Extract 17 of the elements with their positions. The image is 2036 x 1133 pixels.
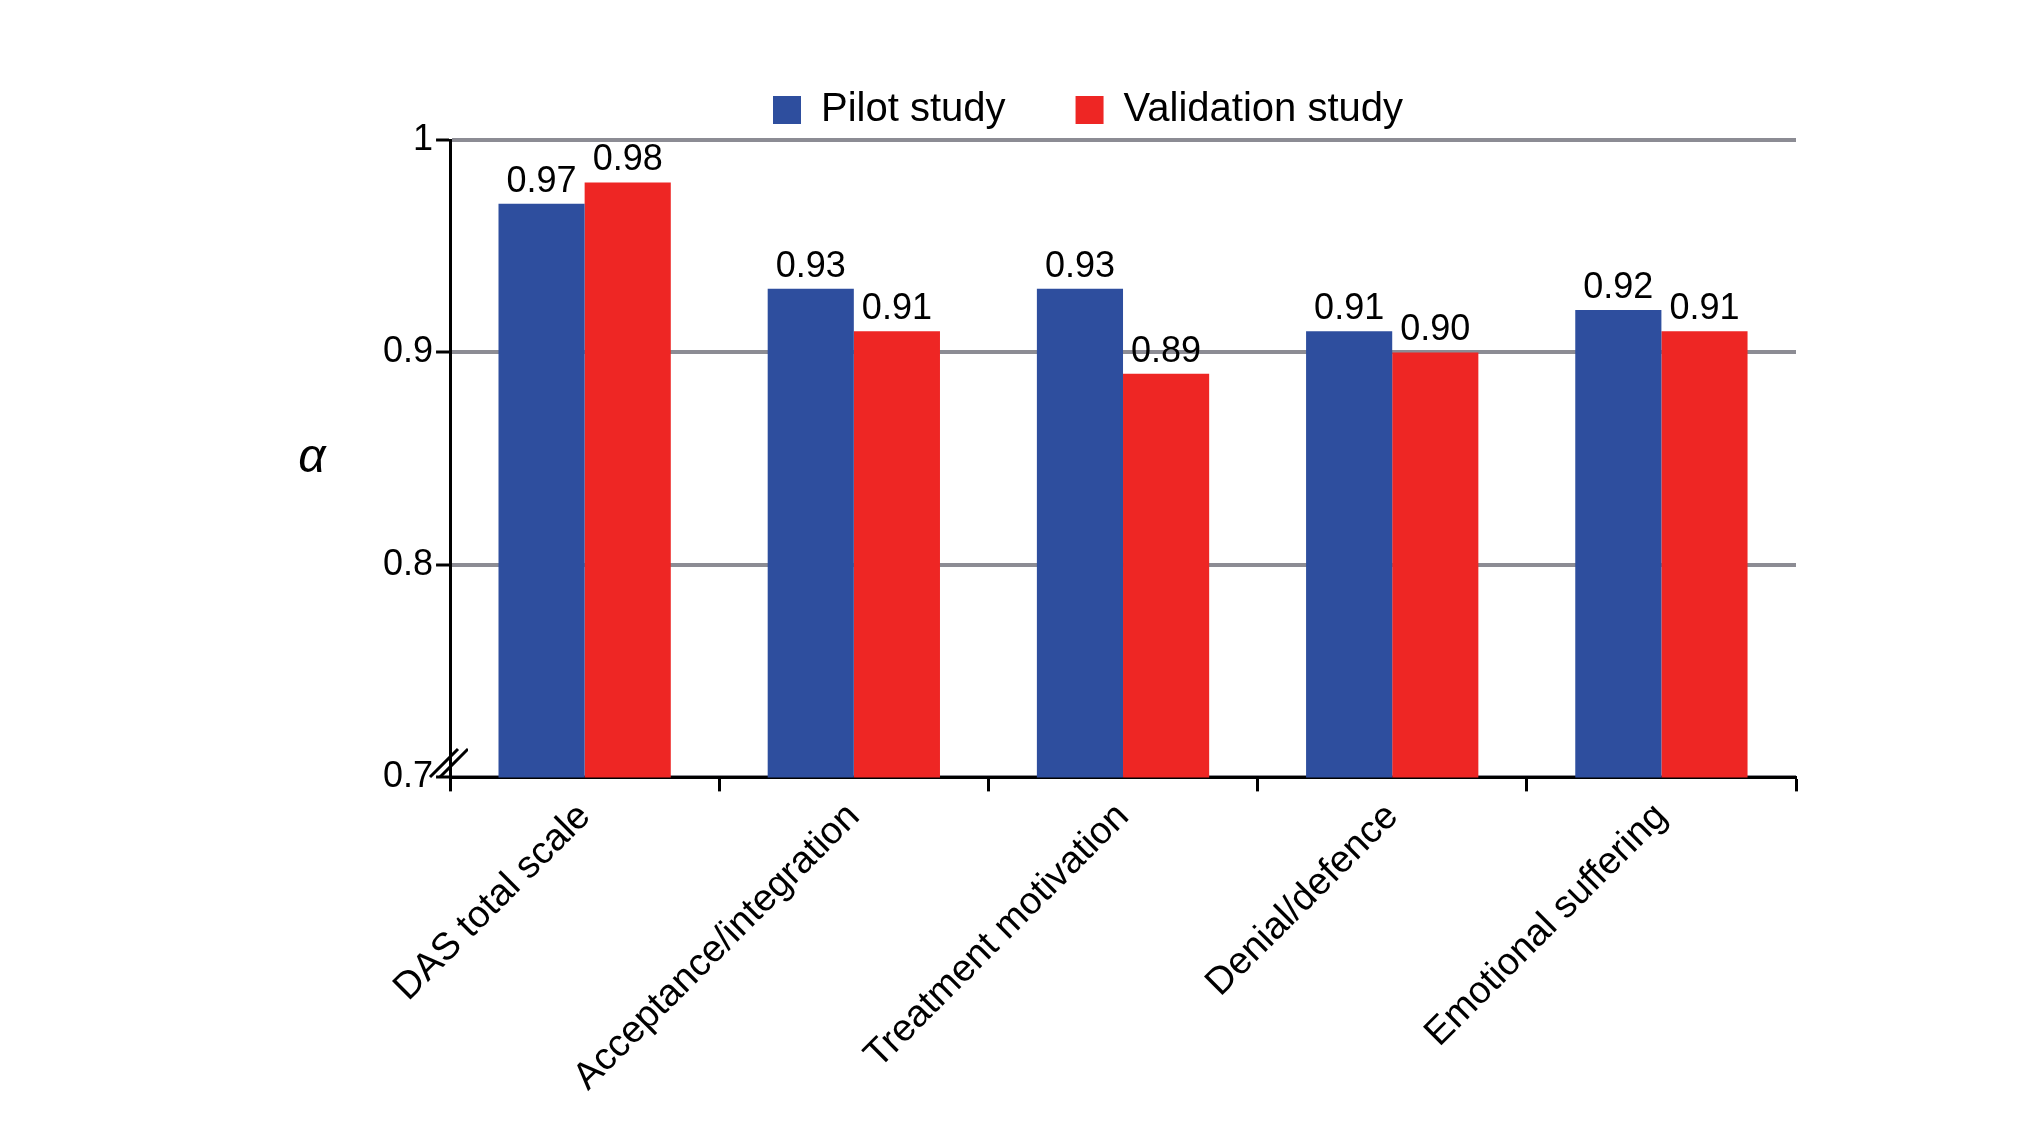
data-label: 0.92 — [1583, 264, 1654, 306]
data-label: 0.93 — [1044, 243, 1115, 285]
y-tick-label: 0.7 — [383, 754, 434, 796]
data-label: 0.91 — [1669, 286, 1740, 328]
data-label: 0.98 — [592, 137, 663, 179]
legend-label: Validation study — [1123, 85, 1403, 130]
y-tick-label: 1 — [413, 116, 434, 158]
y-tick-label: 0.9 — [383, 329, 434, 371]
data-label: 0.90 — [1400, 307, 1471, 349]
data-label: 0.93 — [775, 243, 846, 285]
data-label: 0.91 — [861, 286, 932, 328]
y-tick-label: 0.8 — [383, 541, 434, 583]
legend-label: Pilot study — [821, 85, 1006, 130]
data-label: 0.91 — [1314, 286, 1385, 328]
data-label: 0.89 — [1131, 328, 1202, 370]
data-label: 0.97 — [506, 158, 577, 200]
y-axis-title: α — [298, 429, 328, 483]
